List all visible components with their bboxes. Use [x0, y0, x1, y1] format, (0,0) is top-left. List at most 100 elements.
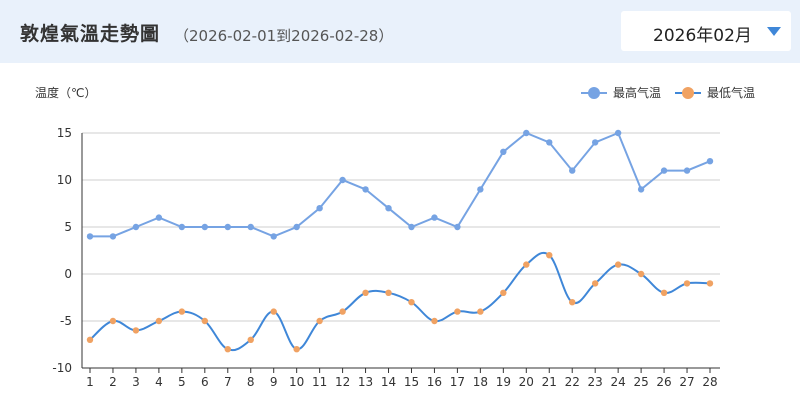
- data-point: [706, 280, 714, 287]
- x-tick-label: 7: [224, 375, 232, 389]
- data-point: [339, 308, 346, 315]
- x-tick-label: 28: [702, 375, 717, 389]
- x-tick-label: 23: [588, 375, 603, 389]
- data-point: [339, 176, 346, 184]
- data-point: [477, 308, 484, 315]
- legend-label: 最高气温: [613, 85, 661, 100]
- x-tick-label: 20: [519, 375, 534, 389]
- x-tick-label: 27: [679, 375, 694, 389]
- data-point: [637, 186, 645, 193]
- legend: 最高气温 最低气温: [581, 85, 755, 100]
- data-point: [86, 233, 94, 240]
- data-point: [500, 289, 507, 296]
- x-tick-label: 12: [335, 375, 350, 389]
- data-point: [362, 186, 369, 193]
- data-point: [614, 261, 622, 268]
- data-point: [683, 280, 691, 287]
- data-point: [408, 223, 415, 231]
- x-tick-label: 26: [656, 375, 671, 389]
- x-tick-label: 4: [155, 375, 163, 389]
- data-point: [201, 223, 209, 231]
- x-tick-label: 16: [427, 375, 442, 389]
- x-tick-label: 14: [381, 375, 396, 389]
- x-tick-label: 25: [633, 375, 648, 389]
- series-line: [90, 131, 711, 238]
- x-tick-label: 24: [611, 375, 626, 389]
- data-point: [132, 327, 140, 334]
- x-tick-label: 6: [201, 375, 209, 389]
- y-axis-title: 温度（℃）: [35, 85, 96, 100]
- series-line: [89, 251, 711, 352]
- data-point: [660, 289, 668, 296]
- data-point: [408, 299, 415, 306]
- y-tick-label: 5: [64, 220, 72, 234]
- data-point: [132, 223, 140, 231]
- data-point: [500, 148, 507, 155]
- grid: [81, 132, 720, 369]
- data-point: [224, 346, 231, 353]
- y-tick-label: 10: [57, 173, 72, 187]
- data-point: [155, 214, 163, 221]
- x-tick-label: 8: [247, 375, 255, 389]
- data-point: [316, 317, 323, 325]
- data-point: [660, 167, 668, 174]
- x-tick-label: 17: [450, 375, 465, 389]
- data-point: [569, 299, 576, 306]
- data-point: [247, 336, 254, 343]
- data-point: [454, 223, 461, 231]
- chevron-down-icon[interactable]: [767, 27, 781, 36]
- x-tick-label: 13: [358, 375, 373, 389]
- data-point: [178, 223, 186, 231]
- data-point: [614, 129, 622, 137]
- data-point: [109, 233, 117, 240]
- data-point: [637, 270, 645, 278]
- data-point: [385, 289, 392, 296]
- x-tick-label: 9: [270, 375, 278, 389]
- data-point: [683, 167, 691, 174]
- data-point: [270, 308, 277, 315]
- data-point: [270, 233, 277, 240]
- data-point: [477, 186, 484, 193]
- x-tick-label: 11: [312, 375, 327, 389]
- data-point: [591, 280, 599, 287]
- x-tick-label: 15: [404, 375, 419, 389]
- month-select-value: 2026年02月: [653, 26, 752, 46]
- x-tick-label: 5: [178, 375, 186, 389]
- series-low-temp: [86, 251, 714, 353]
- data-point: [706, 158, 714, 165]
- header-bar: 敦煌氣溫走勢圖 （2026-02-01到2026-02-28） 2026年02月: [0, 0, 800, 63]
- x-tick-label: 22: [565, 375, 580, 389]
- data-point: [523, 261, 530, 268]
- x-tick-label: 2: [109, 375, 117, 389]
- month-select[interactable]: 2026年02月: [621, 11, 791, 51]
- x-tick-label: 19: [496, 375, 511, 389]
- data-point: [431, 317, 438, 325]
- y-tick-label: 0: [64, 267, 72, 281]
- y-tick-label: -10: [52, 361, 72, 375]
- x-tick-label: 10: [289, 375, 304, 389]
- data-point: [546, 252, 553, 259]
- data-point: [316, 205, 323, 212]
- x-tick-label: 18: [473, 375, 488, 389]
- data-point: [109, 317, 117, 325]
- y-tick-label: -5: [60, 314, 72, 328]
- y-tick-label: 15: [57, 126, 72, 140]
- legend-label: 最低气温: [707, 85, 755, 100]
- x-tick-label: 21: [542, 375, 557, 389]
- series-layer: [86, 129, 714, 353]
- data-point: [454, 308, 461, 315]
- legend-marker: [682, 87, 694, 99]
- data-point: [293, 346, 300, 353]
- x-tick-label: 1: [86, 375, 94, 389]
- data-point: [591, 139, 599, 146]
- data-point: [546, 139, 553, 146]
- legend-marker: [588, 87, 600, 99]
- data-point: [155, 317, 163, 325]
- x-tick-label: 3: [132, 375, 140, 389]
- data-point: [362, 289, 369, 296]
- data-point: [293, 223, 300, 231]
- data-point: [86, 336, 94, 343]
- page-title: 敦煌氣溫走勢圖: [20, 23, 161, 45]
- y-ticks: 15 10 5 0 -5 -10: [52, 126, 72, 375]
- data-point: [431, 214, 438, 221]
